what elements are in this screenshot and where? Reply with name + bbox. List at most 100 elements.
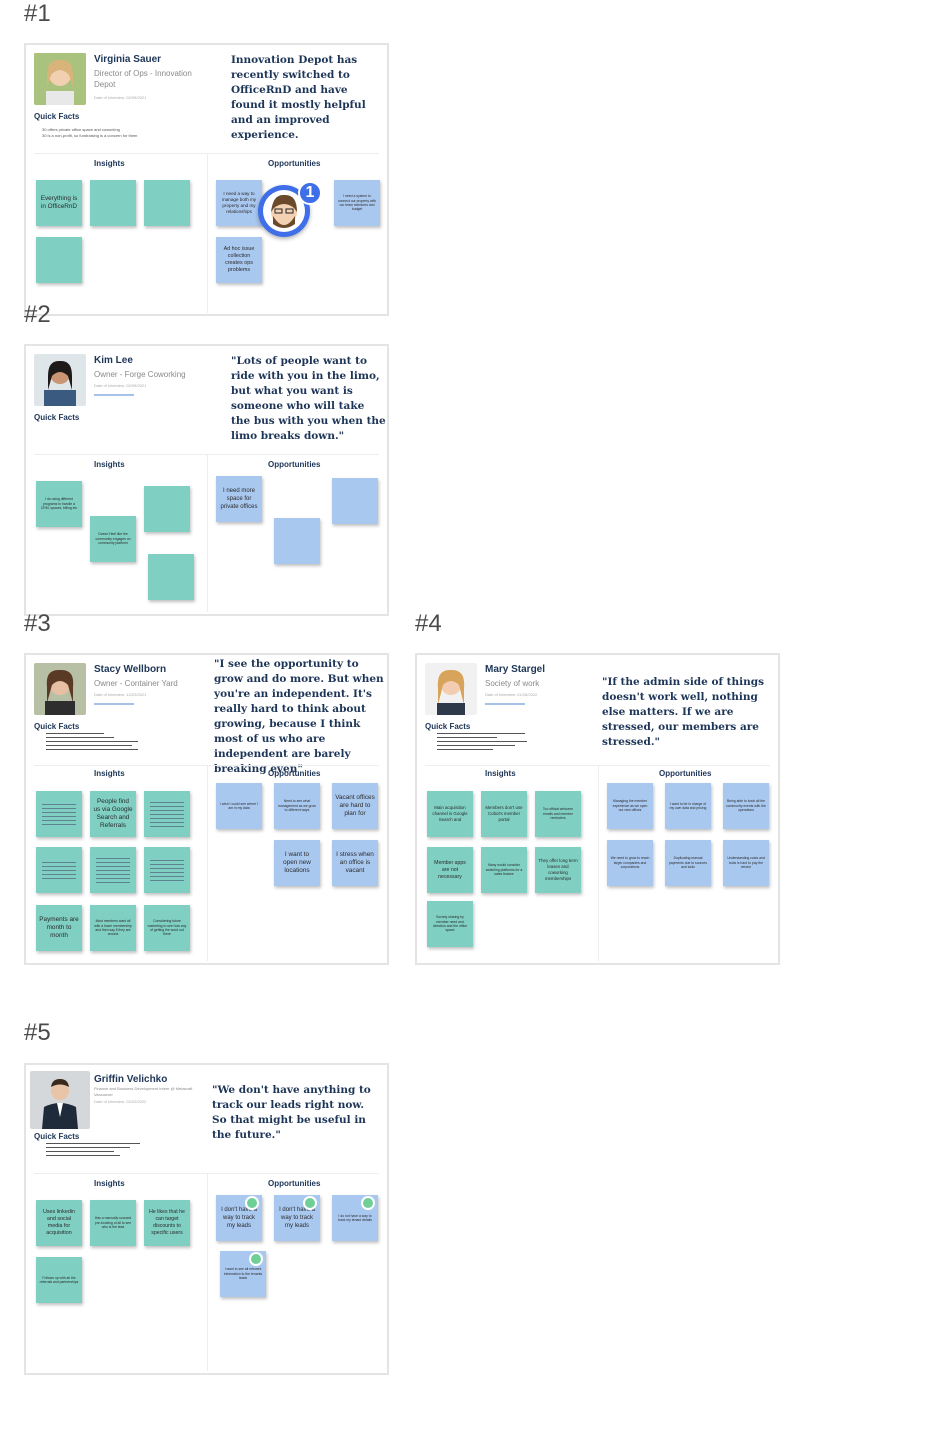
insight-note[interactable]: Considering future marketing to see how … [144, 905, 190, 951]
quick-facts-title: Quick Facts [34, 112, 80, 121]
frame-label-2: #2 [24, 301, 51, 328]
interview-board-1[interactable]: Virginia Sauer Director of Ops - Innovat… [24, 43, 389, 316]
opportunity-note[interactable]: I don't have a way to track my leads [216, 1195, 262, 1241]
insight-note[interactable] [144, 791, 190, 837]
avatar [425, 663, 477, 715]
insights-title: Insights [485, 769, 516, 778]
opportunity-note[interactable]: Duplicating manual payments due to sourc… [665, 840, 711, 886]
interview-quote: "Lots of people want to ride with you in… [231, 355, 386, 442]
insight-note[interactable]: Society sharing by member need and direc… [427, 901, 473, 947]
opportunities-title: Opportunities [268, 1179, 321, 1188]
insights-title: Insights [94, 159, 125, 168]
interview-board-3[interactable]: Stacy Wellborn Owner - Container Yard Da… [24, 653, 389, 965]
insight-note[interactable]: Everything is in OfficeRnD [36, 180, 82, 226]
insight-note[interactable] [148, 554, 194, 600]
avatar [34, 53, 86, 105]
quick-facts-title: Quick Facts [34, 1132, 80, 1141]
interview-date: Date of Interview: 12/22/2021 [94, 692, 147, 697]
insight-note[interactable]: Most members want all with a lower membe… [90, 905, 136, 951]
insight-note[interactable] [144, 847, 190, 893]
insight-note[interactable]: Main acquisition channel is Google Searc… [427, 791, 473, 837]
insight-note[interactable] [36, 791, 82, 837]
opportunity-note[interactable] [274, 518, 320, 564]
person-name: Mary Stargel [485, 664, 546, 675]
opportunities-title: Opportunities [268, 769, 321, 778]
opportunity-note[interactable]: Understanding costs and tools is hard to… [723, 840, 769, 886]
person-role: Owner - Forge Coworking [94, 370, 186, 379]
opportunity-note[interactable]: Need to see what management as we grow t… [274, 783, 320, 829]
opportunity-note[interactable]: Vacant offices are hard to plan for [332, 783, 378, 829]
quick-facts-lines [46, 1143, 140, 1159]
insight-note[interactable]: Payments are month to month [36, 905, 82, 951]
opportunity-note[interactable]: I need a system to connect our property … [334, 180, 380, 226]
insight-note[interactable] [144, 180, 190, 226]
divider [34, 153, 379, 154]
frame-label-4: #4 [415, 610, 442, 637]
quick-fact-item: 30 offers private office space and cowor… [42, 127, 120, 132]
interview-board-4[interactable]: Mary Stargel Society of work Date of Int… [415, 653, 780, 965]
insight-note[interactable] [90, 180, 136, 226]
interview-board-5[interactable]: Griffin Velichko Finance and Business De… [24, 1063, 389, 1375]
insight-note[interactable]: They offer long term leases and coworkin… [535, 847, 581, 893]
opportunity-note[interactable]: Ad hoc issue collection creates ops prob… [216, 237, 262, 283]
interview-date: Date of Interview: 01/26/2022 [485, 692, 538, 697]
insight-note[interactable]: Follows up with all the referrals and pa… [36, 1257, 82, 1303]
name-underline [94, 703, 134, 705]
divider [34, 1173, 379, 1174]
interview-board-2[interactable]: Kim Lee Owner - Forge Coworking Date of … [24, 344, 389, 616]
interview-quote: "I see the opportunity to grow and do mo… [214, 658, 384, 775]
opportunity-note[interactable]: I want to open new locations [274, 840, 320, 886]
person-role: Society of work [485, 679, 540, 688]
opportunity-note[interactable] [332, 478, 378, 524]
quick-facts-title: Quick Facts [34, 413, 80, 422]
insight-note[interactable] [144, 486, 190, 532]
person-role: Owner - Container Yard [94, 679, 178, 688]
opportunity-note[interactable]: Managing the member experience as we ope… [607, 783, 653, 829]
divider [207, 765, 208, 961]
reaction-chip-icon[interactable] [361, 1196, 375, 1210]
insight-note[interactable] [90, 847, 136, 893]
interview-date: Date of Interview: 02/22/2022 [94, 1099, 147, 1104]
quick-facts-title: Quick Facts [425, 722, 471, 731]
opportunity-note[interactable]: Being able to book all the community eve… [723, 783, 769, 829]
opportunity-note[interactable]: I don't have a way to track my leads [274, 1195, 320, 1241]
insight-note[interactable]: I do using different programs to handle … [36, 481, 82, 527]
opportunities-title: Opportunities [659, 769, 712, 778]
opportunity-note[interactable]: We need to grow to reach larger companie… [607, 840, 653, 886]
notification-count-badge: 1 [298, 181, 322, 205]
quick-facts-title: Quick Facts [34, 722, 80, 731]
reaction-chip-icon[interactable] [245, 1196, 259, 1210]
insight-note[interactable]: Uses linkedin and social media for acqui… [36, 1200, 82, 1246]
insight-note[interactable] [36, 237, 82, 283]
reaction-chip-icon[interactable] [303, 1196, 317, 1210]
person-name: Virginia Sauer [94, 54, 162, 65]
divider [207, 1173, 208, 1371]
insight-note[interactable] [36, 847, 82, 893]
insight-note[interactable]: People find us via Google Search and Ref… [90, 791, 136, 837]
opportunity-note[interactable]: I need a way to manage both my property … [216, 180, 262, 226]
quick-fact-item: 30 is a non-profit, so fundraising is a … [42, 133, 138, 138]
divider [34, 765, 379, 766]
insight-note[interactable]: Many would consider switching platforms … [481, 847, 527, 893]
opportunity-note[interactable]: I need more space for private offices [216, 476, 262, 522]
interview-quote: Innovation Depot has recently switched t… [231, 54, 366, 141]
name-underline [94, 394, 134, 396]
insight-note[interactable]: He likes that he can target discounts to… [144, 1200, 190, 1246]
insight-note[interactable]: Members don't use Cobot's member portal [481, 791, 527, 837]
frame-label-5: #5 [24, 1019, 51, 1046]
collaborator-avatar-bubble[interactable]: 1 [258, 181, 322, 237]
opportunity-note[interactable]: I wish I could see where I am in my data [216, 783, 262, 829]
avatar [34, 354, 86, 406]
insight-note[interactable]: Member apps are not necessary [427, 847, 473, 893]
person-name: Kim Lee [94, 355, 133, 366]
insight-note[interactable]: Has a manually sourced pre-booking of al… [90, 1200, 136, 1246]
divider [598, 765, 599, 961]
opportunity-note[interactable]: I stress when an office is vacant [332, 840, 378, 886]
opportunity-note[interactable]: I want to be in charge of my own data an… [665, 783, 711, 829]
avatar [30, 1071, 90, 1129]
reaction-chip-icon[interactable] [249, 1252, 263, 1266]
divider [425, 765, 770, 766]
insight-note[interactable]: Too official welcome emails and member r… [535, 791, 581, 837]
insight-note[interactable]: Doesn't feel like the community engages … [90, 516, 136, 562]
person-role: Finance and Business Development Intern … [94, 1086, 193, 1097]
